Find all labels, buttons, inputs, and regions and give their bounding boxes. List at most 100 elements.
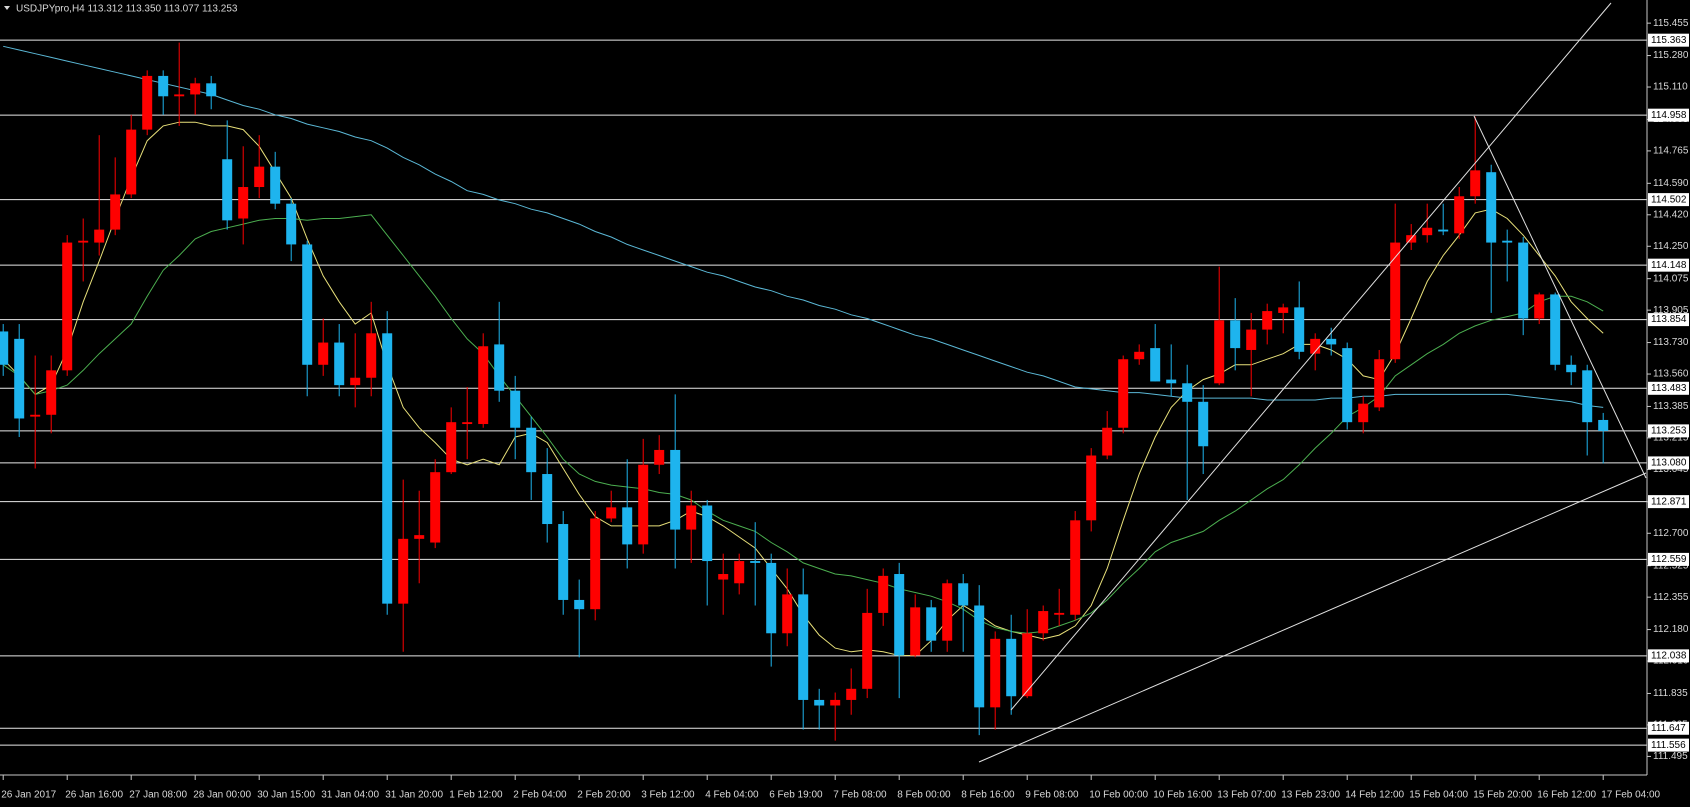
candle-body	[1502, 240, 1513, 243]
candle-body	[1038, 611, 1049, 634]
candle-body	[430, 472, 441, 543]
candle-body	[622, 507, 633, 545]
trendline	[978, 472, 1647, 763]
candle-body	[1598, 419, 1609, 431]
y-tick-label: 114.765	[1653, 146, 1689, 157]
y-tick-label: 113.045	[1653, 464, 1689, 475]
candle-body	[1358, 403, 1369, 423]
x-tick-label: 31 Jan 20:00	[385, 790, 443, 801]
level-label-box	[1648, 649, 1689, 663]
moving-average-line	[2, 214, 1604, 634]
candle-body	[1566, 364, 1577, 373]
candle-body	[478, 346, 489, 425]
candle-body	[1054, 612, 1065, 615]
candle-body	[910, 607, 921, 656]
candle-body	[1438, 229, 1449, 232]
level-label-box	[1648, 108, 1689, 122]
candle-body	[1022, 633, 1033, 697]
x-tick-label: 4 Feb 04:00	[705, 790, 759, 801]
x-tick-label: 7 Feb 08:00	[833, 790, 887, 801]
candle-body	[1134, 351, 1145, 360]
candle-body	[1102, 427, 1113, 456]
candle-body	[1166, 379, 1177, 384]
candle-body	[270, 166, 281, 204]
level-label-box	[1648, 33, 1689, 47]
x-tick-label: 16 Feb 12:00	[1537, 790, 1596, 801]
level-label: 114.148	[1651, 260, 1687, 271]
candle-body	[782, 594, 793, 634]
level-label: 114.958	[1651, 110, 1687, 121]
candle-body	[894, 574, 905, 656]
candle-body	[638, 464, 649, 545]
candle-body	[1390, 242, 1401, 360]
level-label: 113.854	[1651, 314, 1687, 325]
y-tick-label: 113.905	[1653, 305, 1689, 316]
candle-body	[446, 422, 457, 473]
level-label-box	[1648, 424, 1689, 438]
candle-body	[1422, 227, 1433, 236]
candle-body	[318, 342, 329, 365]
y-tick-label: 112.700	[1653, 528, 1689, 539]
candle-body	[94, 229, 105, 243]
trendline	[1010, 2, 1612, 711]
x-tick-label: 15 Feb 04:00	[1409, 790, 1468, 801]
x-tick-label: 30 Jan 15:00	[257, 790, 315, 801]
x-tick-label: 8 Feb 16:00	[961, 790, 1015, 801]
candle-body	[30, 414, 41, 417]
candle-body	[382, 333, 393, 604]
level-label: 111.647	[1651, 723, 1686, 734]
candle-body	[990, 638, 1001, 708]
candle-body	[1278, 307, 1289, 313]
candle-body	[286, 203, 297, 245]
candle-body	[1310, 338, 1321, 354]
x-tick-label: 27 Jan 08:00	[129, 790, 187, 801]
candle-body	[1118, 359, 1129, 428]
candle-body	[158, 75, 169, 97]
candle-body	[974, 605, 985, 708]
candle-body	[0, 331, 9, 365]
candle-body	[590, 518, 601, 610]
candle-body	[78, 240, 89, 243]
candle-body	[1182, 383, 1193, 402]
candle-body	[830, 699, 841, 706]
candle-body	[670, 449, 681, 530]
candle-body	[510, 390, 521, 428]
candle-body	[1214, 320, 1225, 384]
x-tick-label: 2 Feb 20:00	[577, 790, 631, 801]
y-tick-label: 113.385	[1653, 401, 1689, 412]
candle-body	[766, 562, 777, 634]
level-label-box	[1648, 495, 1689, 509]
x-tick-label: 14 Feb 12:00	[1345, 790, 1404, 801]
candle-body	[46, 370, 57, 415]
x-tick-label: 8 Feb 00:00	[897, 790, 951, 801]
x-tick-label: 10 Feb 00:00	[1089, 790, 1148, 801]
y-tick-label: 113.560	[1653, 369, 1689, 380]
candle-body	[1294, 307, 1305, 352]
level-label-box	[1648, 258, 1689, 272]
x-tick-label: 28 Jan 00:00	[193, 790, 251, 801]
level-label: 113.253	[1651, 426, 1687, 437]
level-label-box	[1648, 552, 1689, 566]
candle-body	[926, 607, 937, 641]
candle-body	[1550, 294, 1561, 365]
menu-triangle[interactable]	[4, 6, 10, 10]
candle-body	[718, 574, 729, 580]
candle-body	[350, 377, 361, 386]
candle-body	[750, 561, 761, 563]
candle-body	[142, 75, 153, 130]
candle-layer	[0, 42, 1609, 741]
x-tick-label: 26 Jan 2017	[1, 790, 56, 801]
y-tick-label: 112.180	[1653, 624, 1689, 635]
x-tick-label: 6 Feb 19:00	[769, 790, 823, 801]
level-label-box	[1648, 738, 1689, 752]
candle-body	[1198, 401, 1209, 447]
x-tick-label: 3 Feb 12:00	[641, 790, 695, 801]
candle-body	[1486, 172, 1497, 243]
candle-body	[862, 612, 873, 689]
candle-body	[190, 83, 201, 95]
level-label-box	[1648, 313, 1689, 327]
candle-body	[1326, 338, 1337, 345]
candle-body	[366, 333, 377, 378]
